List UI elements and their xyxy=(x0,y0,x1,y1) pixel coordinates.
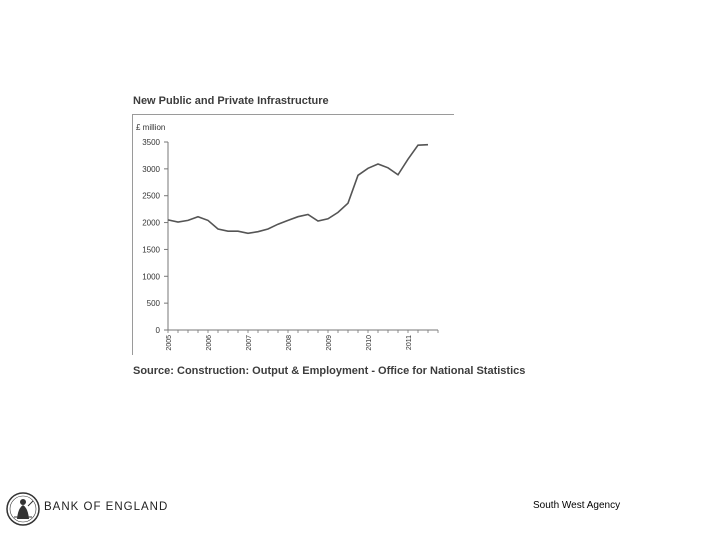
x-tick-label: 2007 xyxy=(246,335,253,351)
x-tick-label: 2006 xyxy=(206,335,213,351)
y-tick-label: 2000 xyxy=(142,219,160,228)
bank-logo-icon xyxy=(6,492,40,526)
y-tick-label: 3500 xyxy=(142,138,160,147)
y-axis-label: £ million xyxy=(136,123,165,132)
source-note: Source: Construction: Output & Employmen… xyxy=(133,365,526,377)
x-tick-label: 2009 xyxy=(326,335,333,351)
y-tick-label: 500 xyxy=(147,299,161,308)
x-tick-label: 2005 xyxy=(166,335,173,351)
chart-title: New Public and Private Infrastructure xyxy=(133,95,329,107)
y-tick-label: 2500 xyxy=(142,192,160,201)
x-tick-labels: 2005 2006 2007 2008 2009 2010 2011 xyxy=(166,335,413,351)
y-tick-label: 3000 xyxy=(142,165,160,174)
x-tick-label: 2010 xyxy=(366,335,373,351)
chart-axes xyxy=(164,141,439,333)
x-tick-label: 2008 xyxy=(286,335,293,351)
chart-frame xyxy=(132,114,454,355)
bank-name: BANK OF ENGLAND xyxy=(44,501,169,513)
agency-name: South West Agency xyxy=(533,500,621,511)
x-tick-label: 2011 xyxy=(406,335,413,350)
y-tick-labels: 0 500 1000 1500 2000 2500 3000 3500 xyxy=(142,138,160,335)
y-tick-label: 1500 xyxy=(142,245,160,254)
y-tick-label: 1000 xyxy=(142,272,160,281)
y-tick-label: 0 xyxy=(156,326,161,335)
series-line xyxy=(167,143,429,235)
